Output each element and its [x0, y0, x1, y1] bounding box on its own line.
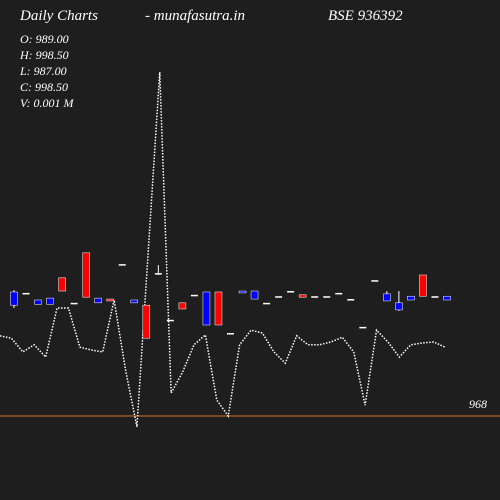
chart-title: Daily Charts: [19, 8, 98, 24]
info-high: H: 998.50: [19, 48, 69, 62]
candle-body: [298, 294, 307, 298]
candle-body: [178, 302, 187, 310]
candle-body: [154, 273, 162, 275]
info-close: C: 998.50: [20, 80, 68, 94]
candle-body: [419, 274, 427, 297]
candle-body: [371, 280, 379, 282]
candle-body: [227, 333, 234, 335]
candle-body: [311, 296, 319, 298]
candle-body: [395, 302, 403, 311]
candle-body: [202, 291, 211, 326]
site-name: - munafasutra.in: [145, 8, 245, 24]
candle-body: [22, 292, 30, 295]
candle-body: [214, 291, 223, 326]
candle-body: [383, 293, 391, 302]
candle-body: [335, 292, 343, 295]
candle-body: [46, 297, 54, 305]
candle-body: [166, 319, 174, 322]
candle-body: [431, 296, 439, 298]
info-volume: V: 0.001 M: [20, 96, 75, 110]
candle-body: [250, 290, 259, 300]
candle-body: [443, 295, 451, 301]
info-open: O: 989.00: [20, 32, 69, 46]
dotted-line: [0, 72, 446, 428]
candle-body: [10, 291, 18, 306]
symbol: BSE 936392: [328, 8, 403, 24]
candle-body: [130, 299, 139, 304]
candle-body: [34, 299, 42, 305]
candle-body: [94, 297, 102, 304]
candle-body: [275, 296, 283, 298]
candle-body: [58, 277, 66, 292]
candle-body: [323, 296, 331, 298]
candle-body: [287, 291, 295, 293]
candle-body: [347, 299, 355, 301]
candle-body: [190, 294, 198, 297]
candle-body: [238, 290, 247, 294]
candle-body: [118, 264, 126, 266]
candle-body: [106, 298, 114, 302]
reference-label: 968: [469, 397, 487, 411]
candle-body: [70, 302, 78, 305]
candle-body: [82, 252, 90, 298]
candle-body: [359, 326, 367, 329]
candle-body: [263, 302, 271, 305]
candle-body: [407, 295, 415, 301]
info-low: L: 987.00: [19, 64, 67, 78]
candle-body: [142, 304, 151, 339]
